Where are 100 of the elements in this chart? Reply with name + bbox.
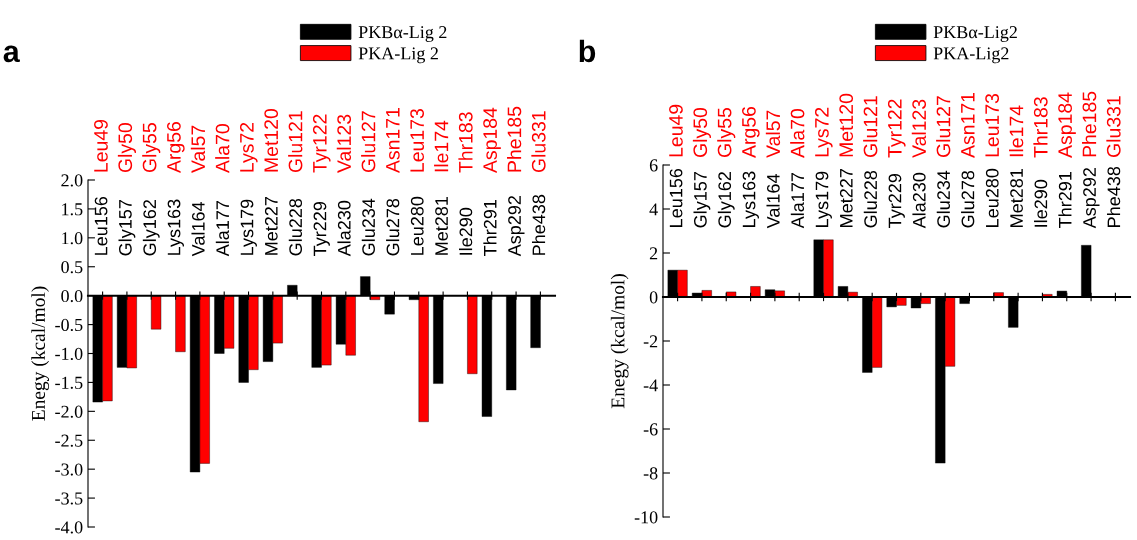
y-tick-label: -6 <box>643 423 658 436</box>
text: Val123 <box>336 114 352 173</box>
x-tick-label: Met281 <box>1010 169 1023 227</box>
x-tick-label: Lys163 <box>167 199 184 255</box>
text: Val57 <box>190 125 206 173</box>
text: Lys72 <box>814 107 833 157</box>
y-tick-label: -2 <box>643 335 658 348</box>
y-tick-label: 0.5 <box>61 261 83 274</box>
text: Thr183 <box>1033 97 1048 158</box>
chart-title: a <box>3 45 20 63</box>
text: Asp184 <box>1058 92 1076 158</box>
text: Gly50 <box>692 107 711 157</box>
x-tick-label: Gly157 <box>118 200 136 256</box>
x-tick-label: Glu278 <box>386 198 400 256</box>
text: Val123 <box>911 99 927 158</box>
x-tick-label: Tyr229 <box>888 174 905 228</box>
text: Leu173 <box>410 109 425 172</box>
text: Met120 <box>839 93 854 157</box>
y-tick-label: 1.5 <box>62 203 83 216</box>
text: Arg56 <box>167 122 185 174</box>
text: Glu121 <box>288 111 303 173</box>
y-tick-label: 2 <box>649 247 658 260</box>
x-tick-label: Met227 <box>264 197 278 255</box>
text: Arg56 <box>742 106 760 158</box>
text: Ile174 <box>434 120 449 172</box>
y-tick-label: -4.0 <box>55 521 83 534</box>
x-tick-label: Tyr229 <box>313 201 330 256</box>
x-tick-label: Asp292 <box>1083 168 1100 229</box>
y-tick-label: -3.0 <box>55 463 83 476</box>
y-tick-label: -8 <box>643 467 658 480</box>
x-tick-label: Ile290 <box>459 207 473 255</box>
x-tick-label: Glu234 <box>361 198 375 256</box>
text: Leu49 <box>94 119 108 172</box>
y-tick-label: 2.0 <box>61 174 83 187</box>
text: Gly55 <box>717 107 736 157</box>
text: Ile174 <box>1009 105 1024 157</box>
x-tick-label: Ala230 <box>912 172 926 229</box>
x-tick-label: Val164 <box>766 174 780 229</box>
x-tick-label: Gly162 <box>142 200 160 256</box>
x-tick-label: Leu280 <box>985 168 999 227</box>
y-tick-label: 1.0 <box>62 232 83 245</box>
y-tick-label: 0.0 <box>61 289 83 303</box>
x-tick-label: Met227 <box>839 169 853 227</box>
text: Glu127 <box>936 96 951 157</box>
x-tick-label: Lys163 <box>742 171 759 227</box>
x-tick-label: Glu228 <box>288 198 303 256</box>
y-tick-label: 6 <box>649 159 658 172</box>
x-tick-label: Ala177 <box>790 173 805 229</box>
y-tick-label: -4 <box>643 379 658 392</box>
y-tick-label: -10 <box>634 511 658 524</box>
text: Lys72 <box>239 122 258 172</box>
x-tick-label: Asp292 <box>508 196 525 257</box>
x-tick-label: Lys179 <box>815 171 832 227</box>
x-tick-label: Thr291 <box>1058 172 1072 228</box>
legend-label: PKA-Lig2 <box>933 47 1009 64</box>
text: Asn171 <box>961 92 975 158</box>
text: Gly55 <box>142 123 161 173</box>
text: Ala70 <box>215 124 230 174</box>
x-tick-label: Met281 <box>435 197 448 255</box>
text: Glu331 <box>1106 96 1121 157</box>
x-tick-label: Glu234 <box>936 170 950 228</box>
text: Tyr122 <box>887 99 906 158</box>
text: Leu49 <box>669 104 683 157</box>
text: Val57 <box>765 110 781 158</box>
x-tick-label: Leu280 <box>410 196 424 255</box>
text: Glu127 <box>361 111 376 173</box>
text: Ala70 <box>790 108 805 158</box>
y-tick-label: -3.5 <box>55 492 83 505</box>
x-tick-label: Ala230 <box>337 200 351 257</box>
x-tick-label: Val164 <box>191 201 205 257</box>
x-tick-label: Ile290 <box>1034 179 1048 227</box>
text: Met120 <box>264 108 279 172</box>
chart-title: b <box>579 39 596 63</box>
text: Asn171 <box>386 108 400 174</box>
text: Asp184 <box>483 107 501 174</box>
y-axis-title: Enegy (kcal/mol) <box>31 286 49 421</box>
x-tick-label: Thr291 <box>483 200 497 256</box>
text: Thr183 <box>458 112 473 173</box>
legend-label: PKA-Lig 2 <box>358 47 438 64</box>
text: Phe185 <box>1082 91 1097 157</box>
x-tick-label: Phe438 <box>1106 166 1121 227</box>
y-tick-label: -1.0 <box>55 347 83 361</box>
x-tick-label: Lys179 <box>240 199 257 255</box>
text: Phe185 <box>507 106 522 172</box>
y-tick-label: -0.5 <box>55 318 83 332</box>
x-tick-label: Ala177 <box>215 201 230 257</box>
text: Tyr122 <box>312 114 331 173</box>
x-tick-label: Phe438 <box>531 194 546 255</box>
text: Glu331 <box>531 111 546 173</box>
x-tick-label: Gly162 <box>717 172 735 228</box>
y-tick-label: -2.0 <box>55 405 83 418</box>
y-tick-label: -2.5 <box>55 434 83 447</box>
legend-label: PKBα-Lig2 <box>933 26 1017 42</box>
text: Gly50 <box>117 123 136 173</box>
y-tick-label: 4 <box>649 203 658 216</box>
y-tick-label: 0 <box>649 291 658 304</box>
x-tick-label: Leu156 <box>669 168 683 227</box>
x-tick-label: Glu228 <box>863 170 878 228</box>
text: Leu173 <box>985 93 1000 157</box>
y-axis-title: Enegy (kcal/mol) <box>610 274 629 409</box>
